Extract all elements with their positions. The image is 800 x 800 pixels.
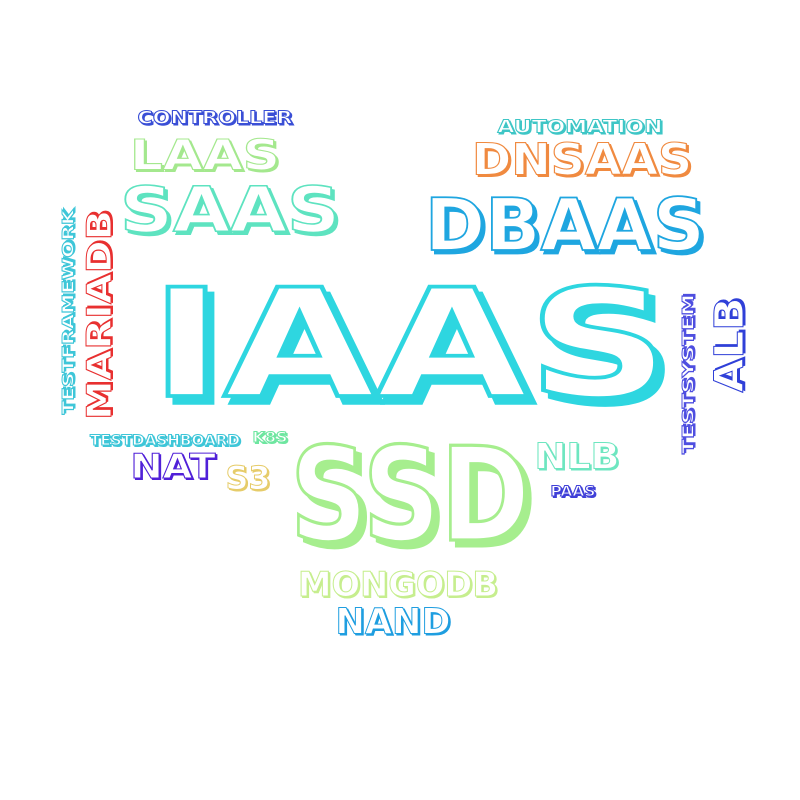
word-shadow: DNSAAS	[474, 137, 694, 188]
word: TESTDASHBOARD	[90, 433, 240, 449]
word: PAAS	[551, 484, 596, 500]
word-shadow: TESTSYSTEM	[680, 293, 699, 453]
word: NAT	[131, 447, 217, 487]
word-shadow: NAND	[337, 603, 452, 644]
word: DBAAS	[425, 183, 705, 267]
word: S3	[226, 459, 271, 497]
word: NLB	[535, 437, 620, 478]
word-shadow: SAAS	[123, 176, 343, 249]
word: MARIADB	[80, 210, 120, 420]
word: SSD	[290, 419, 530, 571]
word-shadow: MONGODB	[300, 567, 500, 607]
word-shadow: S3	[227, 461, 272, 499]
word: ALB	[707, 298, 753, 393]
word-shadow: MARIADB	[82, 208, 122, 418]
word-shadow: TESTFRAMEWORK	[60, 207, 79, 413]
word: AUTOMATION	[498, 117, 663, 138]
word: MONGODB	[298, 565, 498, 605]
word-shadow: NLB	[536, 438, 621, 479]
word-shadow: NAT	[132, 449, 218, 489]
word-shadow: TESTDASHBOARD	[92, 435, 242, 451]
word-shadow: ALB	[709, 296, 755, 391]
word-shadow: SSD	[296, 425, 536, 577]
word-shadow: PAAS	[552, 486, 597, 502]
word-shadow: CONTROLLER	[139, 109, 294, 130]
word: LAAS	[130, 131, 280, 180]
word: K8S	[253, 430, 288, 446]
word: NAND	[336, 602, 451, 643]
word: TESTFRAMEWORK	[59, 209, 78, 415]
word-shadow: DBAAS	[428, 186, 708, 270]
word-shadow: AUTOMATION	[499, 118, 664, 139]
word: SAAS	[120, 174, 340, 247]
word: TESTSYSTEM	[679, 294, 698, 454]
word: DNSAAS	[472, 135, 692, 186]
word-shadow: IAAS	[157, 265, 677, 439]
word-shadow: K8S	[254, 432, 289, 448]
word: IAAS	[150, 258, 670, 432]
word-shadow: LAAS	[132, 132, 282, 181]
word: CONTROLLER	[138, 108, 293, 129]
